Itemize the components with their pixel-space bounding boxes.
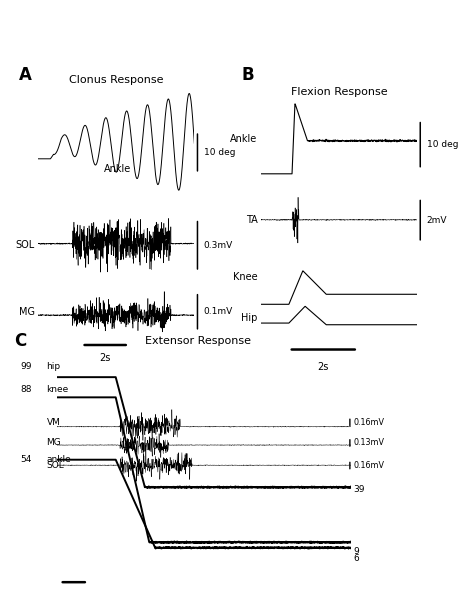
Text: Knee: Knee [233, 272, 257, 282]
Text: TA: TA [246, 215, 257, 225]
Text: 0.1mV: 0.1mV [204, 307, 233, 316]
Text: 0.16mV: 0.16mV [354, 461, 384, 470]
Text: 88: 88 [20, 385, 32, 394]
Text: Ankle: Ankle [230, 134, 257, 144]
Text: 9: 9 [354, 547, 359, 556]
Text: B: B [242, 66, 255, 84]
Text: knee: knee [46, 385, 69, 394]
Text: 0.3mV: 0.3mV [204, 241, 233, 250]
Title: Flexion Response: Flexion Response [291, 87, 387, 97]
Text: Extensor Response: Extensor Response [145, 336, 251, 346]
Text: Hip: Hip [241, 313, 257, 323]
Text: 0.13mV: 0.13mV [354, 439, 384, 447]
Text: hip: hip [46, 362, 61, 371]
Text: SOL: SOL [46, 461, 64, 470]
Text: 2s: 2s [318, 362, 329, 372]
Text: 10 deg: 10 deg [204, 148, 235, 157]
Text: 6: 6 [354, 554, 359, 563]
Text: 54: 54 [20, 455, 32, 464]
Text: VM: VM [46, 418, 61, 427]
Text: ankle: ankle [46, 455, 72, 464]
Text: 39: 39 [354, 485, 365, 494]
Text: SOL: SOL [16, 241, 35, 250]
Title: Clonus Response: Clonus Response [69, 75, 164, 85]
Text: Ankle: Ankle [104, 164, 131, 174]
Text: 10 deg: 10 deg [427, 140, 458, 149]
Text: MG: MG [46, 439, 61, 447]
Text: 2mV: 2mV [427, 216, 447, 225]
Text: MG: MG [19, 307, 35, 317]
Text: C: C [14, 332, 27, 350]
Text: 0.16mV: 0.16mV [354, 418, 384, 427]
Text: 99: 99 [20, 362, 32, 371]
Text: 2s: 2s [100, 353, 111, 363]
Text: A: A [19, 66, 32, 84]
